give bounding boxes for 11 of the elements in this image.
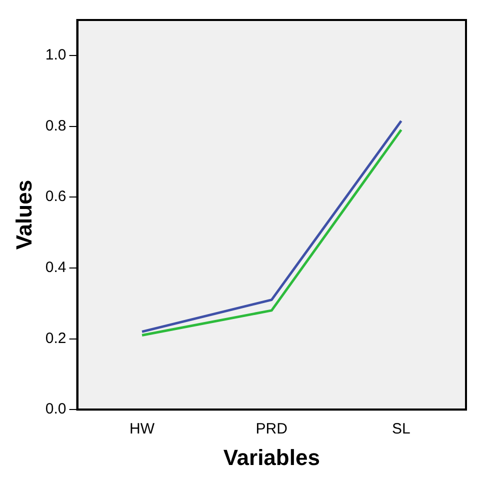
y-tick-label: 0.8 [45,117,66,134]
x-tick-label: SL [392,420,410,438]
y-tick-label: 0.0 [45,400,66,418]
y-tick-label: 0.2 [45,330,66,347]
y-tick-label: 0.4 [45,259,66,276]
x-tick-label: PRD [256,420,288,438]
x-tick-label: HW [130,420,156,438]
y-tick-label: 1.0 [45,46,66,64]
y-tick-label: 0.6 [45,188,66,206]
y-axis-title: Values [11,180,36,250]
x-axis-title: Variables [223,444,320,470]
